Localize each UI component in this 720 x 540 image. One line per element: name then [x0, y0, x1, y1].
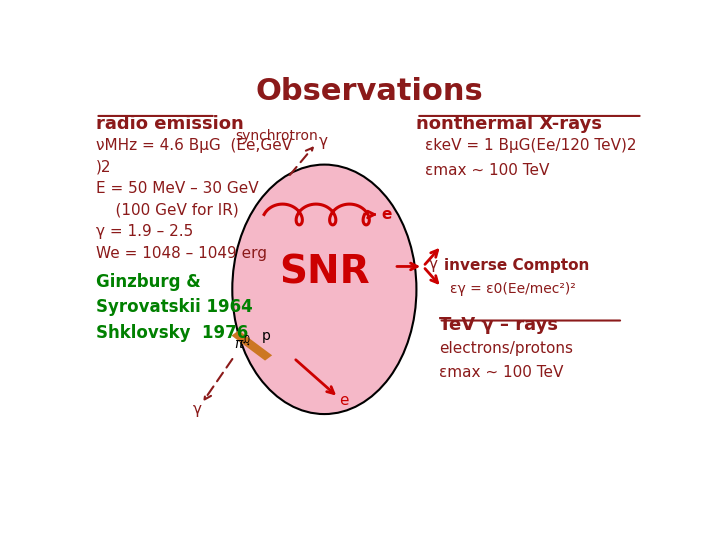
- Text: Observations: Observations: [255, 77, 483, 106]
- Text: TeV γ – rays: TeV γ – rays: [438, 316, 558, 334]
- Text: εkeV = 1 BμG(Ee/120 TeV)2: εkeV = 1 BμG(Ee/120 TeV)2: [425, 138, 636, 153]
- Text: γ: γ: [319, 134, 328, 149]
- Text: SNR: SNR: [279, 254, 369, 292]
- Text: (100 GeV for IR): (100 GeV for IR): [96, 202, 238, 218]
- Text: radio emission: radio emission: [96, 114, 243, 133]
- Text: e: e: [339, 393, 348, 408]
- Text: synchrotron: synchrotron: [235, 129, 318, 143]
- Text: Syrovatskii 1964: Syrovatskii 1964: [96, 299, 252, 316]
- Text: εmax ~ 100 TeV: εmax ~ 100 TeV: [425, 163, 549, 178]
- Text: We = 1048 – 1049 erg: We = 1048 – 1049 erg: [96, 246, 266, 261]
- Text: Ginzburg &: Ginzburg &: [96, 273, 200, 291]
- Ellipse shape: [233, 165, 416, 414]
- Text: e: e: [382, 207, 392, 222]
- Text: nonthermal X-rays: nonthermal X-rays: [416, 114, 603, 133]
- Text: γ: γ: [429, 258, 438, 272]
- Text: γ = 1.9 – 2.5: γ = 1.9 – 2.5: [96, 224, 193, 239]
- Text: )2: )2: [96, 159, 111, 174]
- Text: νMHz = 4.6 BμG  (Ee,GeV: νMHz = 4.6 BμG (Ee,GeV: [96, 138, 292, 153]
- Bar: [232, 330, 272, 361]
- Text: εγ = ε0(Ee/mec²)²: εγ = ε0(Ee/mec²)²: [450, 282, 576, 296]
- Text: electrons/protons: electrons/protons: [438, 341, 572, 356]
- Text: εmax ~ 100 TeV: εmax ~ 100 TeV: [438, 366, 563, 380]
- Text: γ: γ: [193, 402, 202, 417]
- Text: E = 50 MeV – 30 GeV: E = 50 MeV – 30 GeV: [96, 181, 258, 196]
- Text: p: p: [262, 329, 271, 343]
- Text: inverse Compton: inverse Compton: [444, 258, 590, 273]
- Text: $\pi^0$: $\pi^0$: [233, 333, 250, 352]
- Text: Shklovsky  1976: Shklovsky 1976: [96, 324, 248, 342]
